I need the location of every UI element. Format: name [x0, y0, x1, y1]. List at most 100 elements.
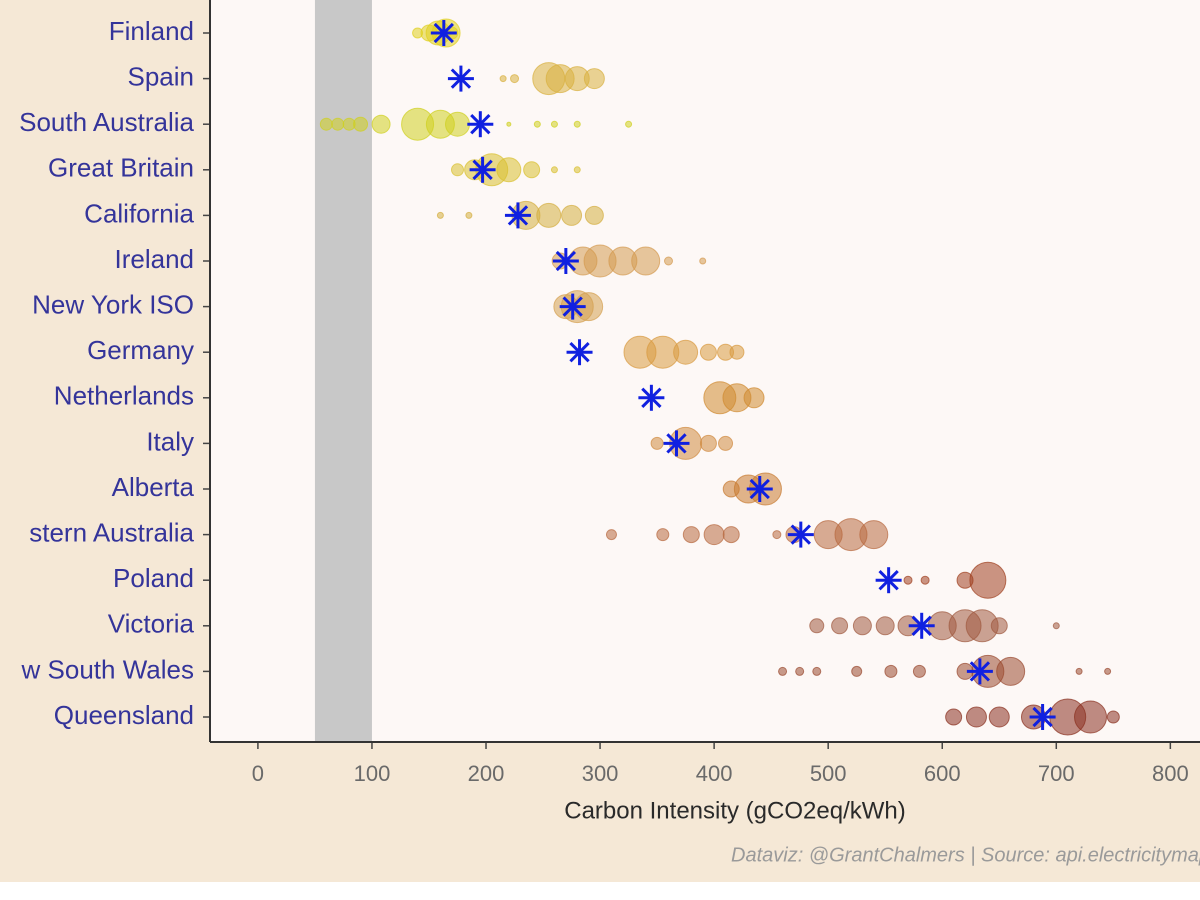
x-tick-label: 200: [468, 761, 505, 786]
bubble: [699, 343, 717, 361]
bubble: [703, 524, 725, 546]
mean-marker: [787, 521, 814, 548]
bubble: [884, 664, 898, 678]
mean-marker: [746, 476, 773, 502]
y-tick-label: Netherlands: [54, 381, 194, 411]
bubble: [682, 526, 700, 544]
bubble: [561, 204, 583, 226]
bubble: [371, 114, 391, 134]
mean-marker: [875, 567, 902, 594]
mean-marker-stroke: [666, 433, 687, 454]
bubble: [550, 120, 558, 128]
mean-marker-stroke: [450, 68, 472, 89]
x-tick-label: 600: [924, 761, 961, 786]
y-tick-label: Spain: [128, 61, 195, 91]
bubble: [631, 246, 661, 276]
bubble: [664, 256, 674, 266]
mean-marker: [638, 384, 665, 411]
mean-marker: [663, 430, 690, 457]
bubble: [536, 202, 562, 228]
bubble: [605, 529, 617, 541]
bubble: [1104, 667, 1112, 675]
mean-marker-stroke: [562, 296, 583, 317]
bubble: [969, 561, 1007, 599]
x-tick-label: 800: [1152, 761, 1189, 786]
mean-marker: [447, 65, 474, 92]
y-tick-label: Alberta: [112, 472, 195, 502]
bubble: [496, 157, 522, 183]
y-tick-label: New York ISO: [32, 289, 194, 319]
mean-marker-stroke: [555, 250, 577, 272]
bubble: [353, 116, 369, 132]
x-tick-label: 500: [810, 761, 847, 786]
bubble: [945, 708, 963, 726]
bubble: [903, 575, 913, 585]
y-tick-label: Queensland: [54, 700, 194, 730]
bubble: [650, 436, 664, 450]
bubble: [851, 665, 863, 677]
caption: Dataviz: @GrantChalmers | Source: api.el…: [731, 844, 1200, 866]
x-tick-label: 700: [1038, 761, 1075, 786]
bubble: [852, 616, 872, 636]
mean-marker-stroke: [1032, 706, 1053, 728]
bubble: [875, 616, 895, 636]
y-tick-label: Italy: [146, 426, 194, 456]
bubble: [673, 339, 699, 365]
y-tick-label: Poland: [113, 563, 194, 593]
mean-marker: [566, 339, 593, 366]
x-axis-title: Carbon Intensity (gCO2eq/kWh): [564, 797, 905, 824]
x-tick-label: 0: [252, 761, 264, 786]
mean-marker-stroke: [641, 387, 662, 408]
mean-marker-stroke: [507, 205, 529, 226]
bubble: [988, 706, 1010, 728]
mean-marker: [966, 658, 993, 685]
mean-marker-stroke: [749, 478, 770, 500]
mean-marker: [469, 156, 496, 183]
mean-marker-stroke: [969, 661, 991, 682]
mean-marker-stroke: [790, 524, 811, 545]
y-tick-label: w South Wales: [21, 654, 194, 684]
bubble: [436, 211, 444, 219]
mean-marker-stroke: [470, 114, 491, 135]
bubble: [778, 666, 788, 676]
y-tick-label: Germany: [87, 335, 194, 365]
bubble: [729, 344, 745, 360]
bubble: [743, 387, 765, 409]
mean-marker-stroke: [911, 615, 932, 636]
mean-marker: [504, 202, 531, 229]
mean-marker: [559, 293, 586, 320]
bubble: [656, 528, 670, 542]
mean-marker-stroke: [472, 159, 493, 180]
y-tick-label: stern Australia: [29, 517, 194, 547]
mean-marker: [1029, 704, 1056, 730]
bubble: [573, 166, 581, 174]
y-tick-label: Great Britain: [48, 153, 194, 183]
mean-marker-stroke: [433, 22, 454, 44]
bubble: [319, 117, 333, 131]
bubble: [1052, 622, 1060, 630]
mean-marker: [908, 612, 935, 639]
y-tick-label: Finland: [109, 16, 194, 46]
bubble: [510, 74, 520, 84]
y-tick-label: California: [84, 198, 194, 228]
bubble: [1074, 700, 1108, 734]
bubble: [996, 656, 1026, 686]
bubble: [812, 666, 822, 676]
y-tick-label: Victoria: [108, 609, 195, 639]
bubble: [465, 211, 473, 219]
x-tick-label: 400: [696, 761, 733, 786]
mean-marker: [430, 20, 457, 46]
mean-marker: [552, 248, 579, 274]
mean-marker-stroke: [569, 342, 590, 363]
bubble: [722, 526, 740, 544]
mean-marker-stroke: [878, 570, 899, 591]
bubble: [573, 120, 581, 128]
bubble: [772, 530, 782, 540]
bubble: [920, 575, 930, 585]
bubble: [533, 120, 541, 128]
bubble: [499, 75, 507, 83]
bubble: [795, 666, 805, 676]
bubble: [445, 111, 470, 137]
